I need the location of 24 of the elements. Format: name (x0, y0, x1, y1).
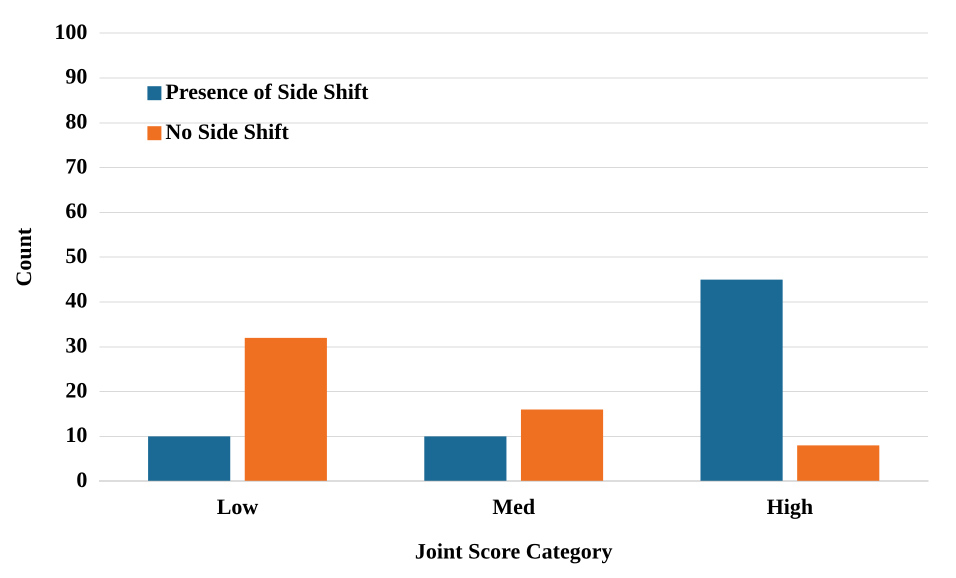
x-tick-label: Med (492, 494, 536, 520)
x-axis-title: Joint Score Category (414, 538, 612, 564)
y-tick-label: 60 (65, 198, 88, 224)
legend-label: Presence of Side Shift (165, 78, 370, 104)
y-tick-label: 20 (65, 377, 88, 402)
y-tick-label: 50 (65, 242, 88, 268)
bar (148, 436, 230, 481)
bar (244, 338, 327, 481)
x-tick-label: High (766, 494, 814, 520)
bar (797, 445, 880, 481)
y-axis-title: Count (10, 227, 36, 287)
y-tick-label: 80 (65, 108, 88, 134)
bar (700, 280, 783, 481)
y-tick-label: 0 (76, 466, 88, 492)
bar (520, 410, 604, 481)
y-tick-label: 70 (65, 153, 88, 178)
y-tick-label: 100 (54, 18, 88, 44)
x-tick-label: Low (216, 494, 258, 520)
legend-label: No Side Shift (165, 118, 290, 144)
y-tick-label: 10 (65, 422, 88, 448)
y-tick-label: 30 (65, 332, 88, 358)
bar (424, 436, 506, 481)
y-tick-label: 90 (65, 64, 88, 89)
y-tick-label: 40 (65, 288, 88, 313)
